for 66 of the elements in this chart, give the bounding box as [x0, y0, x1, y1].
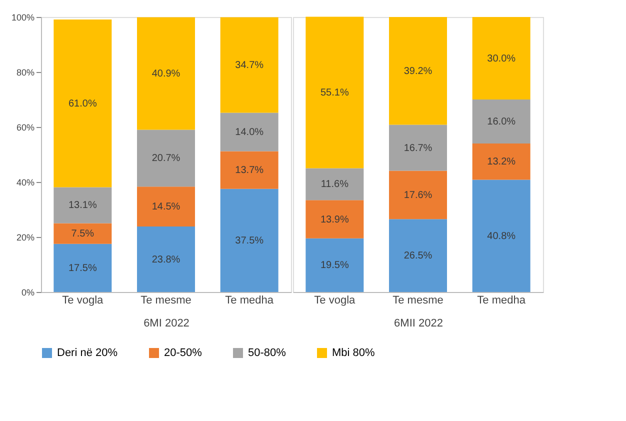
bar: [220, 17, 278, 113]
x-tick-label: Te medha: [477, 294, 526, 306]
data-label: 16.0%: [487, 116, 516, 128]
bar: [220, 112, 278, 152]
y-tick-label: 40%: [16, 178, 34, 188]
bar: [137, 17, 195, 130]
y-tick-label: 80%: [16, 68, 34, 78]
bar: [472, 144, 530, 180]
x-tick-label: Te vogla: [62, 294, 104, 306]
data-label: 19.5%: [320, 260, 349, 272]
bar: [472, 17, 530, 100]
bar: [472, 180, 530, 292]
x-axis-title: 6MI 2022: [144, 318, 190, 330]
bar: [306, 168, 364, 200]
bar: [472, 100, 530, 144]
data-label: 17.6%: [404, 190, 432, 201]
data-label: 20.7%: [152, 153, 180, 164]
bar: [306, 200, 364, 238]
legend-label: 20-50%: [164, 347, 202, 359]
bar: [389, 17, 447, 125]
data-label: 26.5%: [404, 250, 432, 262]
x-axis-title: 6MII 2022: [394, 318, 443, 330]
x-tick-label: Te medha: [225, 294, 274, 306]
bar: [220, 188, 278, 292]
data-label: 30.0%: [487, 53, 516, 64]
data-label: 13.2%: [487, 156, 516, 168]
bar: [54, 223, 112, 244]
data-label: 39.2%: [404, 66, 432, 77]
bar: [137, 186, 195, 227]
legend-label: Deri në 20%: [57, 347, 118, 359]
legend-label: 50-80%: [248, 347, 286, 359]
y-tick-label: 0%: [21, 288, 34, 298]
x-tick-label: Te vogla: [314, 294, 356, 306]
data-label: 13.9%: [320, 214, 349, 226]
bar: [220, 151, 278, 189]
bar: [137, 226, 195, 292]
data-label: 14.5%: [152, 202, 180, 213]
y-tick-label: 20%: [16, 232, 34, 242]
bar: [389, 124, 447, 171]
data-label: 40.8%: [487, 230, 516, 242]
data-label: 55.1%: [320, 87, 349, 98]
y-tick-label: 100%: [11, 12, 34, 22]
data-label: 13.7%: [235, 165, 264, 176]
bar: [306, 16, 364, 168]
data-label: 16.7%: [404, 142, 432, 154]
data-label: 37.5%: [235, 235, 264, 246]
data-label: 17.5%: [68, 262, 97, 274]
x-tick-label: Te mesme: [392, 294, 444, 306]
data-label: 61.0%: [68, 98, 97, 110]
data-label: 34.7%: [235, 60, 264, 71]
data-label: 14.0%: [235, 126, 264, 138]
bar: [137, 130, 195, 187]
bar: [54, 19, 112, 188]
bar: [54, 244, 112, 292]
data-label: 13.1%: [68, 200, 97, 212]
bar: [389, 170, 447, 220]
legend-label: Mbi 80%: [332, 347, 376, 359]
data-label: 7.5%: [71, 228, 94, 240]
bar: [306, 238, 364, 292]
data-label: 11.6%: [320, 179, 349, 190]
data-label: 40.9%: [152, 68, 180, 80]
bar: [389, 219, 447, 292]
data-label: 23.8%: [152, 254, 180, 266]
y-tick-label: 60%: [16, 122, 34, 132]
bar: [54, 187, 112, 224]
x-tick-label: Te mesme: [140, 294, 192, 306]
